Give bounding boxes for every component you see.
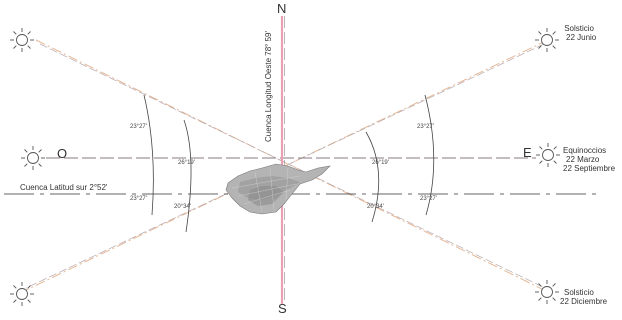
longitude-label: Cuenca Longitud Oeste 78° 59' bbox=[264, 30, 273, 142]
solstice-june-line2: 22 Junio bbox=[566, 33, 597, 43]
angle-right-upper: 23°27' bbox=[417, 124, 434, 130]
east-label: E bbox=[523, 145, 532, 160]
equinox-line1: Equinoccios bbox=[563, 146, 607, 155]
ray-nw-se bbox=[35, 39, 549, 293]
arc-left-outer bbox=[143, 94, 154, 216]
latitude-label: Cuenca Latitud sur 2°52' bbox=[20, 183, 108, 192]
angle-right-inner-lower: 20°34' bbox=[367, 204, 384, 210]
ns-axis bbox=[280, 16, 285, 304]
equinox-label: Equinoccios 22 Marzo 22 Septiembre bbox=[563, 146, 615, 174]
solstice-june-label: Solsticio 22 Junio bbox=[562, 24, 596, 42]
sun-icon-northeast bbox=[535, 28, 559, 52]
solstice-december-label: Solsticio 22 Diciembre bbox=[560, 288, 607, 306]
solstice-december-line1: Solsticio bbox=[564, 288, 594, 297]
west-label: O bbox=[57, 146, 68, 161]
sun-icon-east bbox=[536, 143, 560, 167]
angle-right-lower: 23°27' bbox=[420, 196, 437, 202]
sun-icon-southeast bbox=[535, 280, 559, 304]
north-label: N bbox=[277, 1, 287, 16]
arc-left-inner bbox=[183, 119, 192, 233]
sun-icon-west bbox=[21, 146, 45, 170]
arc-right-outer bbox=[424, 94, 435, 216]
angle-arcs bbox=[143, 94, 435, 233]
angle-right-mid: 26°19' bbox=[372, 160, 389, 166]
angle-left-mid: 26°19' bbox=[178, 160, 195, 166]
angle-left-lower: 23°27' bbox=[130, 196, 147, 202]
south-label: S bbox=[278, 301, 287, 316]
equinox-line2: 22 Marzo bbox=[566, 155, 600, 165]
angle-left-upper: 23°27' bbox=[130, 124, 147, 130]
solstice-december-line2: 22 Diciembre bbox=[560, 297, 608, 307]
sun-icon-northwest bbox=[10, 28, 34, 52]
sun-icon-southwest bbox=[10, 282, 34, 306]
angle-left-inner-lower: 20°34' bbox=[174, 204, 191, 210]
city-map bbox=[225, 163, 331, 215]
arc-right-inner bbox=[365, 131, 380, 223]
equinox-line3: 22 Septiembre bbox=[563, 164, 616, 174]
solstice-june-line1: Solsticio bbox=[564, 24, 595, 33]
